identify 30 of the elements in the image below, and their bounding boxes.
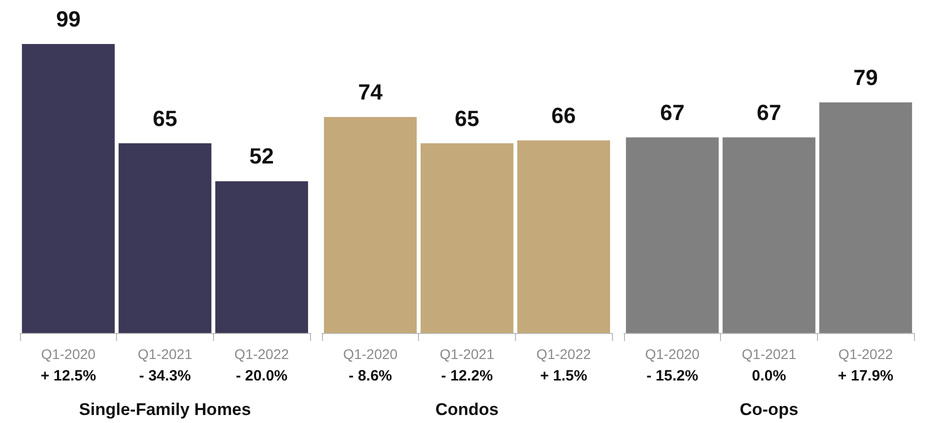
x-tick-label: Q1-2021 bbox=[742, 346, 796, 362]
text: - 34.3% bbox=[139, 368, 191, 384]
x-tick-label: Q1-2022 bbox=[234, 346, 290, 362]
text: + 12.5% bbox=[40, 368, 96, 384]
text: - 15.2% bbox=[646, 368, 698, 384]
x-tick-label: Q1-2020 bbox=[41, 346, 96, 362]
data-label: 65 bbox=[152, 106, 178, 131]
x-tick-label: Q1-2021 bbox=[138, 346, 192, 362]
data-label: 99 bbox=[56, 6, 81, 32]
data-label: 52 bbox=[249, 144, 274, 169]
x-axis-title: Co-ops bbox=[740, 400, 798, 419]
text: 0.0% bbox=[752, 368, 786, 384]
text: - 20.0% bbox=[236, 368, 288, 384]
text: - 8.6% bbox=[348, 368, 392, 384]
data-label: 66 bbox=[551, 102, 576, 128]
x-tick-label: Q1-2022 bbox=[838, 346, 894, 362]
data-label: 67 bbox=[756, 100, 782, 125]
x-tick-label: Q1-2021 bbox=[440, 346, 494, 362]
text: - 12.2% bbox=[441, 368, 493, 384]
data-label: 74 bbox=[358, 79, 384, 104]
data-label: 79 bbox=[853, 64, 878, 90]
text: + 1.5% bbox=[540, 368, 588, 384]
data-label: 65 bbox=[454, 106, 480, 131]
x-axis-title: Single-Family Homes bbox=[79, 400, 251, 419]
x-tick-label: Q1-2020 bbox=[645, 346, 700, 362]
x-tick-label: Q1-2020 bbox=[343, 346, 398, 362]
text: + 17.9% bbox=[838, 368, 894, 384]
data-label: 67 bbox=[660, 100, 685, 125]
x-tick-label: Q1-2022 bbox=[536, 346, 592, 362]
x-axis-title: Condos bbox=[435, 400, 499, 419]
